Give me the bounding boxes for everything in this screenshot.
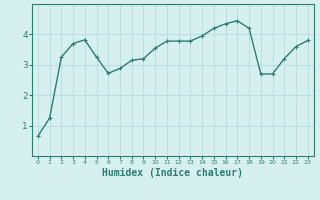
X-axis label: Humidex (Indice chaleur): Humidex (Indice chaleur) (102, 168, 243, 178)
